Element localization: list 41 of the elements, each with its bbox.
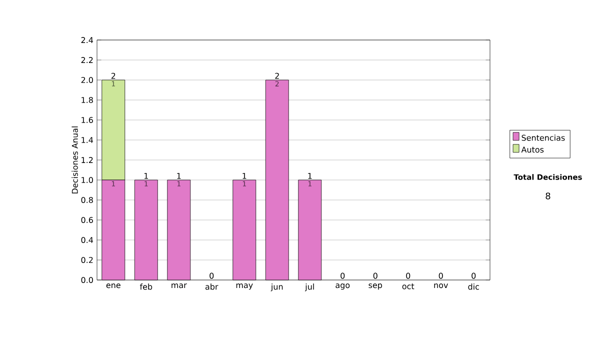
x-tick-label: jul — [304, 284, 314, 292]
total-label: 0 — [406, 272, 410, 279]
y-tick-label: 0.8 — [81, 196, 93, 204]
y-tick-label: 1.4 — [82, 137, 94, 143]
total-label: 2 — [275, 72, 279, 79]
y-tick-label: 2.0 — [81, 76, 93, 84]
y-tick-label: 0.2 — [81, 256, 93, 264]
x-tick-label: may — [236, 284, 253, 290]
total-label: 0 — [340, 272, 345, 279]
y-axis-title: Decisiones Anual — [72, 126, 78, 194]
x-tick-label: feb — [140, 284, 152, 290]
total-label: 0 — [472, 272, 476, 279]
y-tick-label: 1.2 — [82, 157, 93, 163]
total-label: 0 — [373, 272, 378, 279]
legend-label: Autos — [521, 146, 544, 153]
x-tick-label: nov — [434, 284, 448, 288]
total-label: 1 — [308, 172, 312, 179]
legend-label: Sentencias — [522, 134, 565, 141]
y-tick-label: 1.8 — [82, 96, 93, 104]
x-tick-label: jun — [270, 284, 283, 292]
x-tick-label: oct — [402, 284, 414, 290]
y-tick-label: 0.4 — [81, 236, 94, 244]
y-tick-label: 1.0 — [82, 176, 93, 184]
x-tick-label: ene — [106, 284, 120, 288]
y-tick-label: 1.6 — [82, 116, 93, 124]
x-tick-label: dic — [468, 284, 479, 290]
total-label: 0 — [438, 272, 443, 279]
y-tick-label: 2.4 — [81, 37, 94, 43]
x-tick-label: abr — [205, 284, 218, 290]
total-label: 1 — [242, 172, 246, 179]
y-tick-label: 2.2 — [81, 57, 93, 63]
y-tick-label: 0.0 — [81, 276, 93, 284]
x-tick-label: ago — [336, 284, 350, 290]
x-tick-label: sep — [368, 284, 382, 290]
total-label: 0 — [210, 272, 214, 279]
y-tick-label: 0.6 — [81, 216, 93, 224]
total-label: 1 — [144, 172, 148, 179]
x-tick-label: mar — [172, 284, 187, 288]
total-label: 2 — [111, 72, 116, 79]
total-label: 1 — [177, 172, 181, 179]
text: 8 — [546, 192, 550, 200]
